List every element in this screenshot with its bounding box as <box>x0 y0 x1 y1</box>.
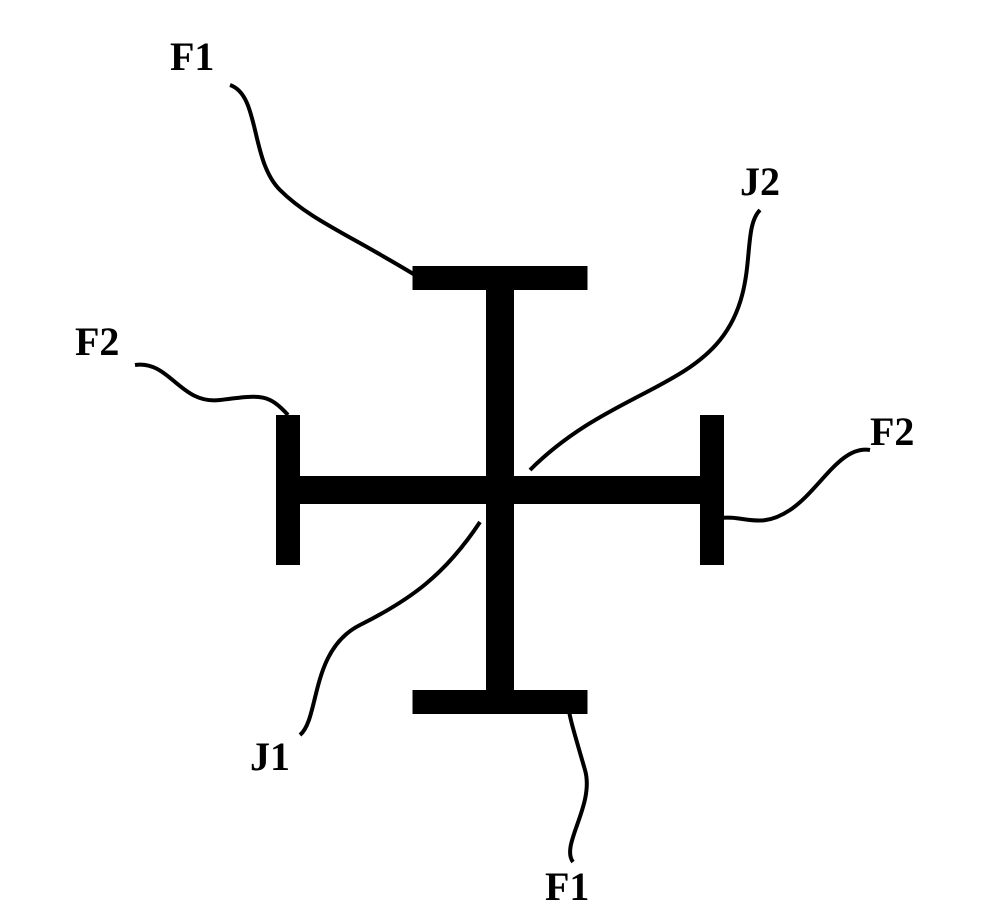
right-cap <box>700 415 724 565</box>
leader-F2_right <box>720 450 870 521</box>
leader-F1_bottom <box>568 705 587 862</box>
label-F2_right: F2 <box>870 409 914 454</box>
left-cap <box>276 415 300 565</box>
jerusalem-cross-diagram: F1 J2 F2 F2 J1 F1 <box>0 0 1000 914</box>
top-cap <box>413 266 588 290</box>
leader-F2_left <box>135 365 288 415</box>
label-J1: J1 <box>250 734 290 779</box>
label-F2_left: F2 <box>75 319 119 364</box>
bottom-cap <box>413 690 588 714</box>
horizontal-arm <box>300 476 700 504</box>
label-F1_bottom: F1 <box>545 864 589 909</box>
cross-shape <box>276 266 724 714</box>
label-J2: J2 <box>740 159 780 204</box>
leader-F1_top <box>230 85 420 278</box>
label-F1_top: F1 <box>170 34 214 79</box>
leader-J2 <box>530 210 760 470</box>
